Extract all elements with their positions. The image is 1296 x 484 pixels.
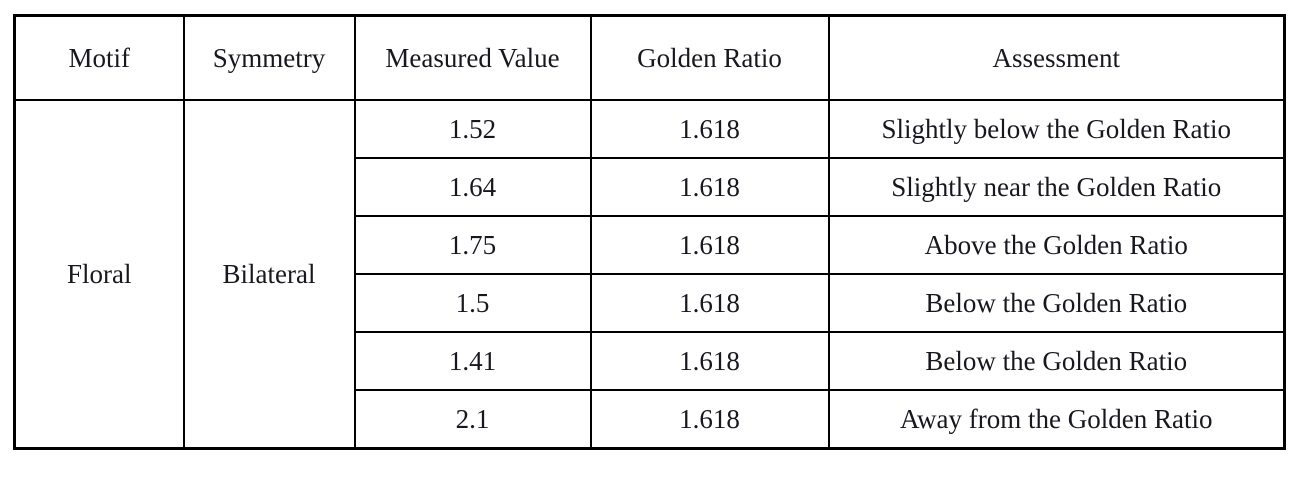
- golden-ratio-cell: 1.618: [589, 157, 830, 217]
- table-row: 2.1 1.618 Away from the Golden Ratio: [15, 389, 1286, 450]
- measured-value-cell: 1.64: [353, 157, 592, 217]
- measured-value-cell: 1.41: [353, 331, 592, 391]
- assessment-cell: Slightly below the Golden Ratio: [827, 99, 1286, 159]
- measured-value-cell: 1.75: [353, 215, 592, 275]
- golden-ratio-cell: 1.618: [589, 99, 830, 159]
- table-row: 1.64 1.618 Slightly near the Golden Rati…: [15, 157, 1286, 217]
- golden-ratio-cell: 1.618: [589, 389, 830, 450]
- measured-value-cell: 1.52: [353, 99, 592, 159]
- table-row: 1.5 1.618 Below the Golden Ratio: [15, 273, 1286, 333]
- golden-ratio-table: Motif Symmetry Measured Value Golden Rat…: [13, 14, 1286, 450]
- assessment-cell: Above the Golden Ratio: [827, 215, 1286, 275]
- golden-ratio-cell: 1.618: [589, 273, 830, 333]
- table-row: Floral Bilateral 1.52 1.618 Slightly bel…: [13, 99, 1286, 450]
- assessment-cell: Below the Golden Ratio: [827, 273, 1286, 333]
- measured-value-cell: 1.5: [353, 273, 592, 333]
- assessment-cell: Slightly near the Golden Ratio: [827, 157, 1286, 217]
- col-header-motif: Motif: [13, 14, 185, 101]
- measured-value-cell: 2.1: [353, 389, 592, 450]
- golden-ratio-cell: 1.618: [589, 331, 830, 391]
- table-row: 1.41 1.618 Below the Golden Ratio: [15, 331, 1286, 391]
- symmetry-cell: Bilateral: [182, 99, 356, 450]
- col-header-symmetry: Symmetry: [182, 14, 356, 101]
- motif-cell: Floral: [13, 99, 185, 450]
- assessment-cell: Below the Golden Ratio: [827, 331, 1286, 391]
- col-header-assessment: Assessment: [827, 14, 1286, 101]
- header-row: Motif Symmetry Measured Value Golden Rat…: [13, 14, 1286, 101]
- col-header-golden-ratio: Golden Ratio: [589, 14, 830, 101]
- table-row: 1.75 1.618 Above the Golden Ratio: [15, 215, 1286, 275]
- golden-ratio-cell: 1.618: [589, 215, 830, 275]
- col-header-measured-value: Measured Value: [353, 14, 592, 101]
- assessment-cell: Away from the Golden Ratio: [827, 389, 1286, 450]
